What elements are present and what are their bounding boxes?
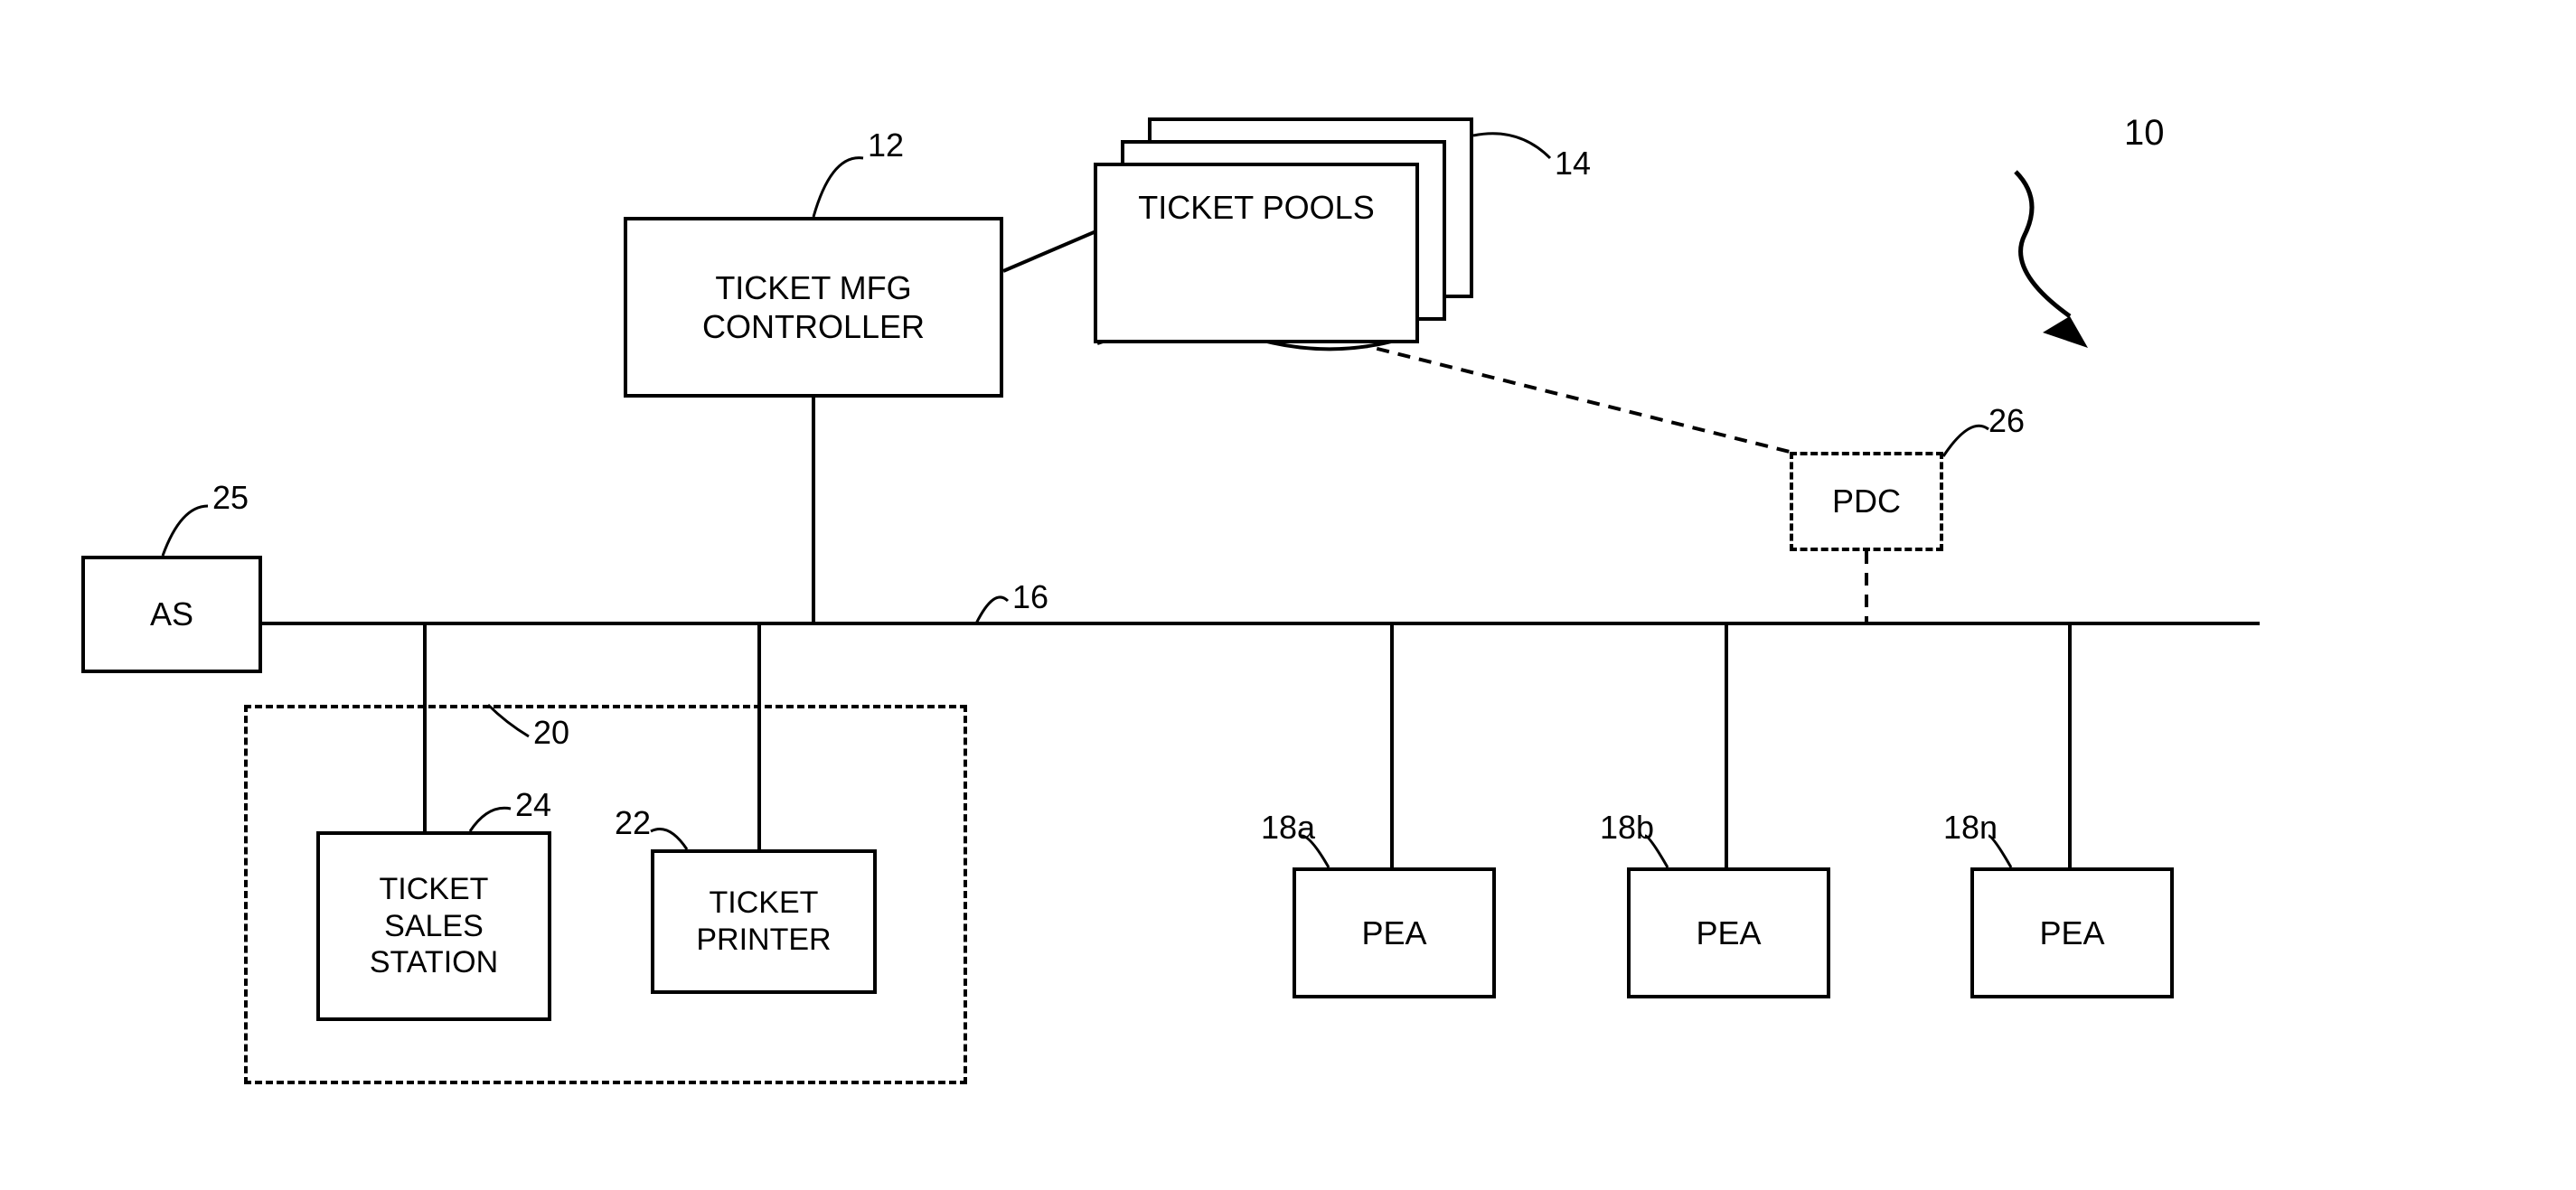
ref-18n: 18n [1943, 809, 1998, 847]
edge-pools-pdc [1356, 343, 1808, 456]
ref-18a: 18a [1261, 809, 1315, 847]
ticket-pools-stack: TICKET POOLS [1094, 117, 1473, 352]
ref-10: 10 [2124, 113, 2165, 154]
pea-a-label: PEA [1361, 914, 1426, 952]
pool-card-front: TICKET POOLS [1094, 163, 1419, 343]
leader-16 [976, 597, 1008, 623]
ref-26: 26 [1988, 402, 2025, 440]
arrow-10-head [2043, 316, 2088, 348]
leader-14 [1473, 134, 1550, 158]
ref-18b: 18b [1600, 809, 1654, 847]
leader-12 [813, 158, 863, 217]
ticket-printer-label: TICKET PRINTER [696, 885, 831, 959]
pdc-label: PDC [1832, 482, 1901, 520]
pdc-box: PDC [1790, 452, 1943, 551]
diagram-canvas: TICKET POOLS TICKET MFG CONTROLLER PDC A… [0, 0, 2576, 1190]
ref-12: 12 [868, 126, 904, 164]
ref-14: 14 [1555, 145, 1591, 183]
pea-a-box: PEA [1293, 867, 1496, 998]
ticket-sales-box: TICKET SALES STATION [316, 831, 551, 1021]
as-box: AS [81, 556, 262, 673]
ticket-sales-label: TICKET SALES STATION [370, 871, 498, 981]
as-label: AS [150, 595, 193, 633]
ref-25: 25 [212, 479, 249, 517]
ref-22: 22 [615, 804, 651, 842]
pea-b-label: PEA [1696, 914, 1761, 952]
ref-24: 24 [515, 786, 551, 824]
leader-26 [1943, 426, 1988, 456]
ticket-mfg-label: TICKET MFG CONTROLLER [702, 268, 925, 346]
pea-b-box: PEA [1627, 867, 1830, 998]
ticket-pools-label: TICKET POOLS [1138, 189, 1374, 227]
ref-20: 20 [533, 714, 569, 752]
ticket-mfg-box: TICKET MFG CONTROLLER [624, 217, 1003, 398]
pea-n-label: PEA [2039, 914, 2104, 952]
leader-25 [163, 506, 208, 556]
arrow-10 [2016, 172, 2070, 316]
ticket-printer-box: TICKET PRINTER [651, 849, 877, 994]
ref-16: 16 [1012, 578, 1048, 616]
pea-n-box: PEA [1970, 867, 2174, 998]
